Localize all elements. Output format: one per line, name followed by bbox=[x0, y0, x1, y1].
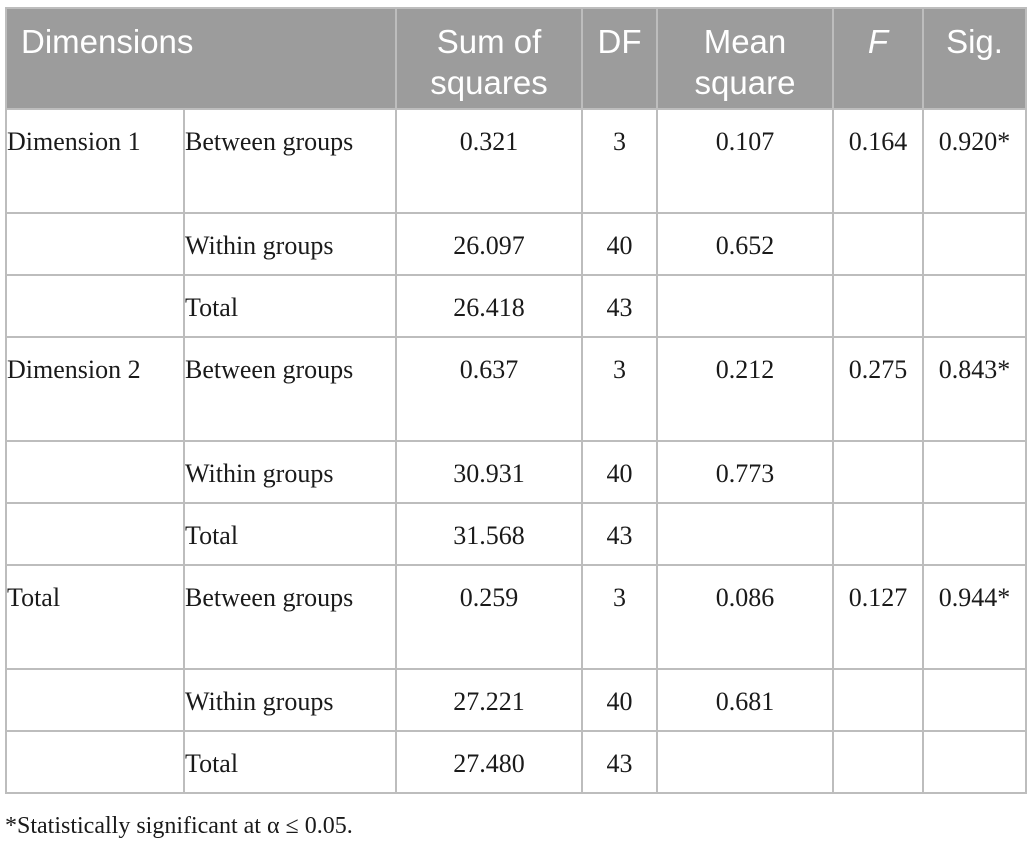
df-cell: 3 bbox=[581, 336, 658, 442]
table-row: Total Between groups 0.259 3 0.086 0.127… bbox=[5, 564, 1027, 670]
f-cell bbox=[832, 730, 924, 794]
f-cell: 0.275 bbox=[832, 336, 924, 442]
df-cell: 40 bbox=[581, 440, 658, 504]
df-cell: 3 bbox=[581, 108, 658, 214]
sum-of-squares-cell: 0.321 bbox=[395, 108, 583, 214]
sig-cell bbox=[922, 212, 1027, 276]
f-cell bbox=[832, 502, 924, 566]
sum-of-squares-cell: 27.480 bbox=[395, 730, 583, 794]
header-sum-of-squares: Sum of squares bbox=[395, 7, 583, 110]
table-footnote: *Statistically significant at α ≤ 0.05. bbox=[5, 813, 353, 839]
mean-square-cell: 0.773 bbox=[656, 440, 834, 504]
sig-cell: 0.920* bbox=[922, 108, 1027, 214]
df-cell: 40 bbox=[581, 212, 658, 276]
dimension-cell bbox=[5, 502, 185, 566]
sig-cell bbox=[922, 440, 1027, 504]
dimension-cell bbox=[5, 668, 185, 732]
sum-of-squares-cell: 27.221 bbox=[395, 668, 583, 732]
mean-square-cell: 0.086 bbox=[656, 564, 834, 670]
df-cell: 3 bbox=[581, 564, 658, 670]
header-df: DF bbox=[581, 7, 658, 110]
f-cell: 0.127 bbox=[832, 564, 924, 670]
group-cell: Within groups bbox=[183, 212, 397, 276]
mean-square-cell: 0.212 bbox=[656, 336, 834, 442]
sum-of-squares-cell: 26.097 bbox=[395, 212, 583, 276]
mean-square-cell: 0.681 bbox=[656, 668, 834, 732]
header-sig: Sig. bbox=[922, 7, 1027, 110]
mean-square-cell bbox=[656, 274, 834, 338]
table-row: Dimension 2 Between groups 0.637 3 0.212… bbox=[5, 336, 1027, 442]
header-mean-square: Mean square bbox=[656, 7, 834, 110]
sig-cell bbox=[922, 502, 1027, 566]
dimension-cell: Total bbox=[5, 564, 185, 670]
group-cell: Within groups bbox=[183, 440, 397, 504]
sig-cell bbox=[922, 274, 1027, 338]
table-row: Within groups 26.097 40 0.652 bbox=[5, 212, 1027, 276]
group-cell: Within groups bbox=[183, 668, 397, 732]
table-row: Within groups 27.221 40 0.681 bbox=[5, 668, 1027, 732]
f-cell: 0.164 bbox=[832, 108, 924, 214]
df-cell: 43 bbox=[581, 274, 658, 338]
sum-of-squares-cell: 30.931 bbox=[395, 440, 583, 504]
sig-cell bbox=[922, 668, 1027, 732]
anova-table: Dimensions Sum of squares DF Mean square… bbox=[5, 7, 1027, 794]
mean-square-cell: 0.652 bbox=[656, 212, 834, 276]
mean-square-cell bbox=[656, 502, 834, 566]
sig-cell bbox=[922, 730, 1027, 794]
header-dimensions: Dimensions bbox=[5, 7, 397, 110]
dimension-cell bbox=[5, 730, 185, 794]
group-cell: Between groups bbox=[183, 564, 397, 670]
sum-of-squares-cell: 26.418 bbox=[395, 274, 583, 338]
sum-of-squares-cell: 31.568 bbox=[395, 502, 583, 566]
dimension-cell: Dimension 1 bbox=[5, 108, 185, 214]
sum-of-squares-cell: 0.259 bbox=[395, 564, 583, 670]
group-cell: Between groups bbox=[183, 108, 397, 214]
dimension-cell: Dimension 2 bbox=[5, 336, 185, 442]
mean-square-cell: 0.107 bbox=[656, 108, 834, 214]
table-row: Total 27.480 43 bbox=[5, 730, 1027, 794]
df-cell: 43 bbox=[581, 502, 658, 566]
table-row: Total 26.418 43 bbox=[5, 274, 1027, 338]
df-cell: 43 bbox=[581, 730, 658, 794]
table-row: Total 31.568 43 bbox=[5, 502, 1027, 566]
table-row: Within groups 30.931 40 0.773 bbox=[5, 440, 1027, 504]
df-cell: 40 bbox=[581, 668, 658, 732]
sig-cell: 0.843* bbox=[922, 336, 1027, 442]
dimension-cell bbox=[5, 274, 185, 338]
sum-of-squares-cell: 0.637 bbox=[395, 336, 583, 442]
table-row: Dimension 1 Between groups 0.321 3 0.107… bbox=[5, 108, 1027, 214]
f-cell bbox=[832, 212, 924, 276]
sig-cell: 0.944* bbox=[922, 564, 1027, 670]
group-cell: Between groups bbox=[183, 336, 397, 442]
f-cell bbox=[832, 668, 924, 732]
group-cell: Total bbox=[183, 274, 397, 338]
f-cell bbox=[832, 440, 924, 504]
group-cell: Total bbox=[183, 502, 397, 566]
dimension-cell bbox=[5, 440, 185, 504]
table-header-row: Dimensions Sum of squares DF Mean square… bbox=[5, 7, 1027, 110]
mean-square-cell bbox=[656, 730, 834, 794]
f-cell bbox=[832, 274, 924, 338]
header-f: F bbox=[832, 7, 924, 110]
dimension-cell bbox=[5, 212, 185, 276]
group-cell: Total bbox=[183, 730, 397, 794]
